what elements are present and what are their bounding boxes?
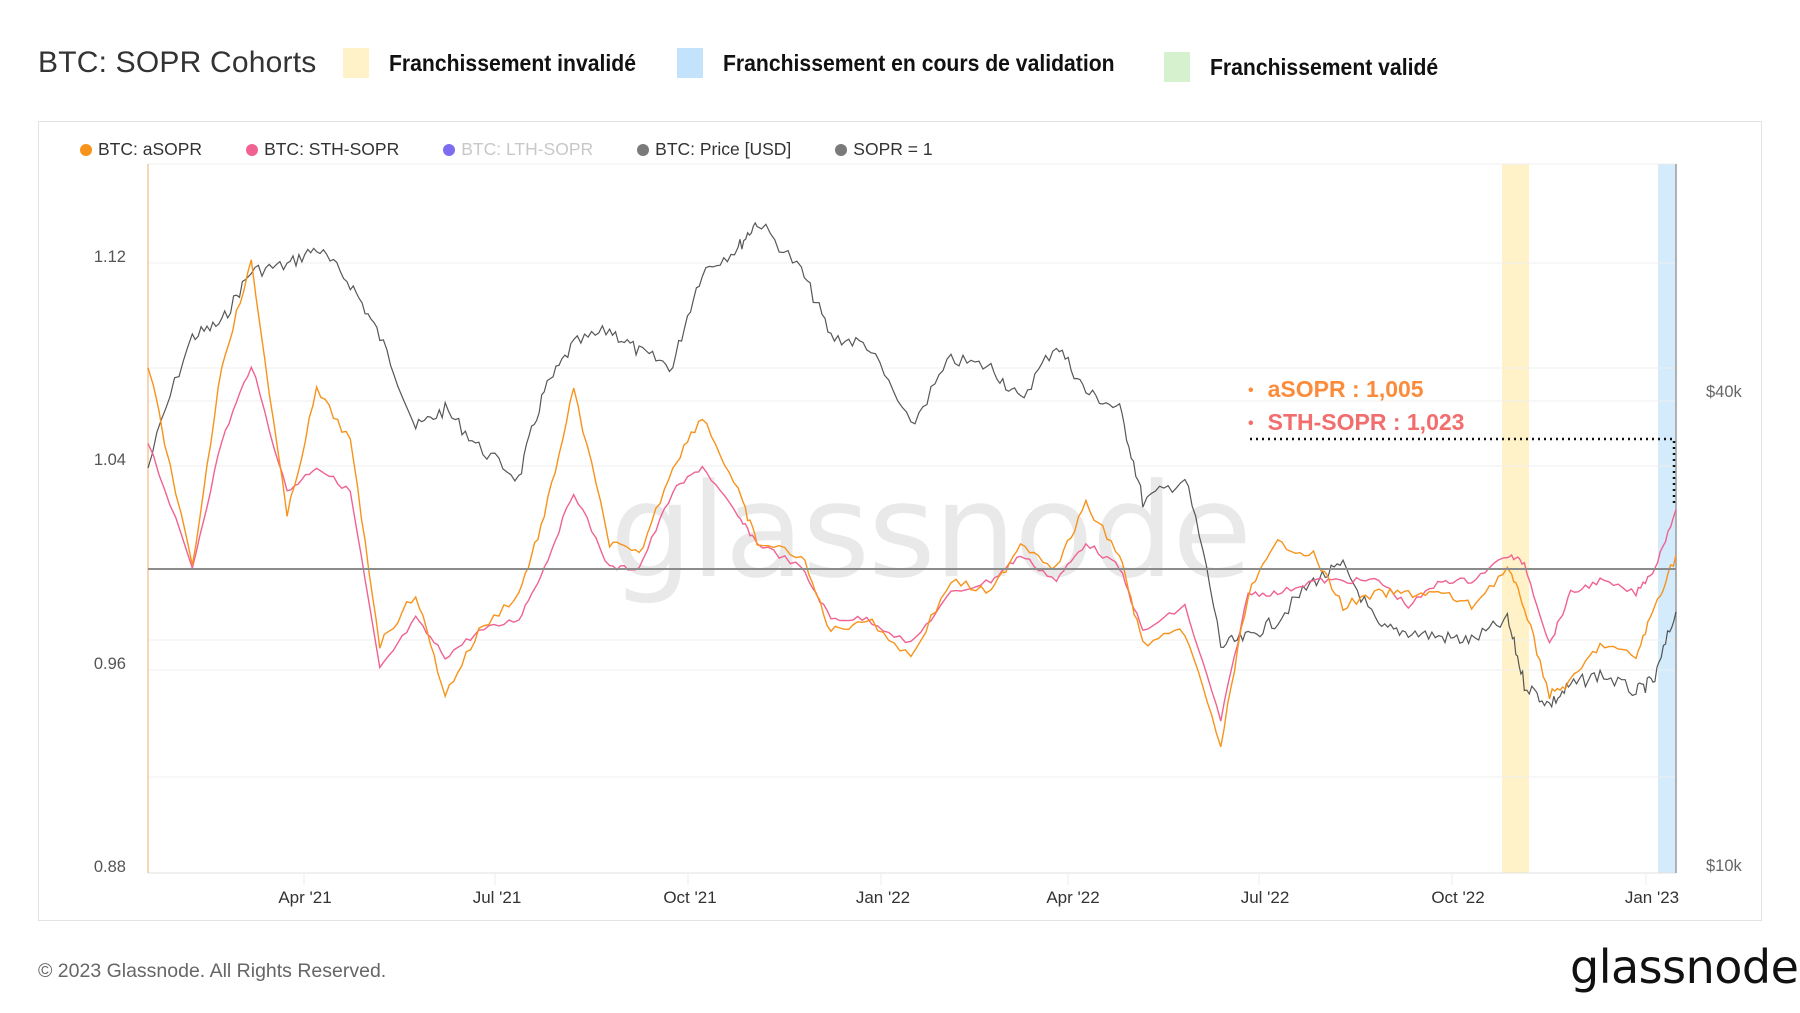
gridlines [148,163,1676,874]
legend-item-label: BTC: Price [USD] [655,139,792,159]
annotation-asopr: • aSOPR : 1,005 [1248,376,1424,403]
invalidated-swatch [343,48,369,78]
asopr-dot-icon [80,143,92,156]
x-tick: Oct '21 [663,888,717,907]
annotation-dotted-line [1250,437,1676,506]
lth-sopr-dot-icon [443,143,456,156]
chart-title: BTC: SOPR Cohorts [38,46,317,79]
legend-item-asopr[interactable]: BTC: aSOPR [80,139,202,160]
validating-swatch [677,48,703,78]
sth-sopr-dot-icon [246,143,259,156]
x-tick: Apr '21 [278,888,332,907]
legend-label: Franchissement validé [1210,53,1439,80]
y-tick-1-04: 1.04 [93,451,126,469]
legend-item-label: BTC: aSOPR [98,139,203,159]
legend-item-label: BTC: LTH-SOPR [461,139,594,159]
bullet-icon: • [1248,415,1254,432]
legend-item-sth-sopr[interactable]: BTC: STH-SOPR [246,139,399,160]
legend-item-sopr-one[interactable]: SOPR = 1 [835,139,933,160]
x-tick: Jan '23 [1624,888,1680,907]
chart-container [38,121,1762,921]
series-legend: BTC: aSOPR BTC: STH-SOPR BTC: LTH-SOPR B… [80,139,977,160]
price-dot-icon [637,143,650,156]
price-line [147,221,1677,709]
bullet-icon: • [1248,382,1254,399]
x-tick-marks [303,873,1647,885]
asopr-line [147,259,1677,748]
band-validating [1658,164,1676,873]
legend-item-price[interactable]: BTC: Price [USD] [637,139,791,160]
legend-item-label: BTC: STH-SOPR [264,139,400,159]
legend-validating: Franchissement en cours de validation [677,48,1149,78]
y-tick-1-12: 1.12 [93,248,126,266]
legend-validated: Franchissement validé [1164,52,1458,82]
sth-sopr-line [147,365,1677,722]
band-invalidated [1502,164,1529,873]
legend-label: Franchissement en cours de validation [723,49,1115,76]
annotation-sth-text: STH-SOPR : 1,023 [1267,409,1465,435]
y-tick-0-96: 0.96 [93,655,126,673]
x-tick: Apr '22 [1046,888,1100,907]
y-tick-0-88: 0.88 [93,858,126,876]
x-tick: Oct '22 [1431,888,1485,907]
legend-label: Franchissement invalidé [389,49,636,76]
x-tick: Jul '22 [1240,888,1290,907]
copyright: © 2023 Glassnode. All Rights Reserved. [38,960,387,982]
y-right-tick-10k: $10k [1706,857,1742,875]
legend-item-lth-sopr[interactable]: BTC: LTH-SOPR [443,139,593,160]
glassnode-logo[interactable]: glassnode [1570,940,1799,994]
x-tick: Jan '22 [855,888,911,907]
legend-item-label: SOPR = 1 [853,139,933,159]
y-right-tick-40k: $40k [1706,383,1742,401]
annotation-asopr-text: aSOPR : 1,005 [1267,376,1424,402]
sopr-one-dot-icon [835,143,848,156]
validated-swatch [1164,52,1190,82]
watermark: glassnode [610,455,1252,607]
legend-invalidated: Franchissement invalidé [343,48,657,78]
x-tick: Jul '21 [472,888,522,907]
annotation-sth: • STH-SOPR : 1,023 [1248,409,1464,436]
